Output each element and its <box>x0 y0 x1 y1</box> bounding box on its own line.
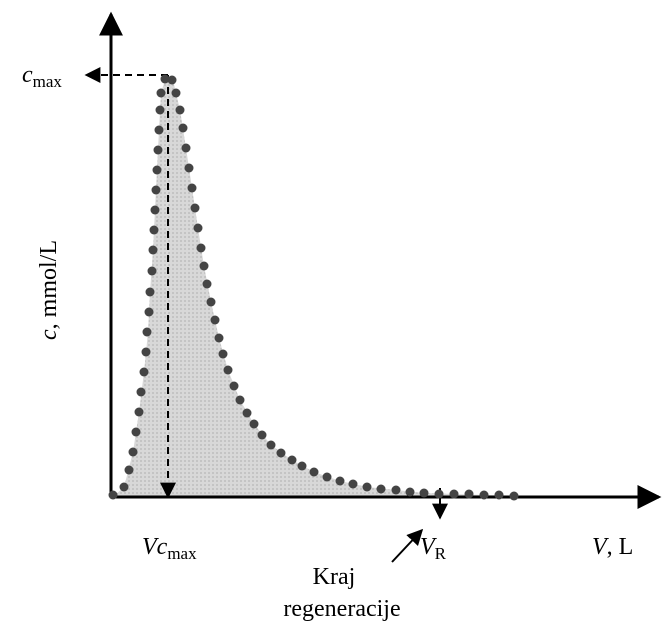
curve-dots <box>108 74 519 501</box>
subscript: max <box>33 72 63 91</box>
symbol: V <box>420 534 437 560</box>
symbol: c <box>22 62 33 88</box>
y-axis-label: c, mmol/L <box>36 240 62 340</box>
annotation-arrow <box>391 528 424 563</box>
symbol: c <box>36 329 62 340</box>
x-axis-label: V, L <box>592 534 633 560</box>
cmax-label: cmax <box>22 62 62 91</box>
vr-label: VR <box>420 534 447 563</box>
area <box>113 78 514 497</box>
annotation-line: Kraj <box>313 564 356 590</box>
symbol: Vc <box>142 534 168 560</box>
annotation-line: regeneracije <box>283 596 400 622</box>
subscript: max <box>167 544 197 563</box>
unit: , L <box>607 534 634 560</box>
subscript: R <box>435 544 447 563</box>
unit: , mmol/L <box>36 240 62 329</box>
symbol: V <box>592 534 609 560</box>
vcmax-label: Vcmax <box>142 534 197 563</box>
